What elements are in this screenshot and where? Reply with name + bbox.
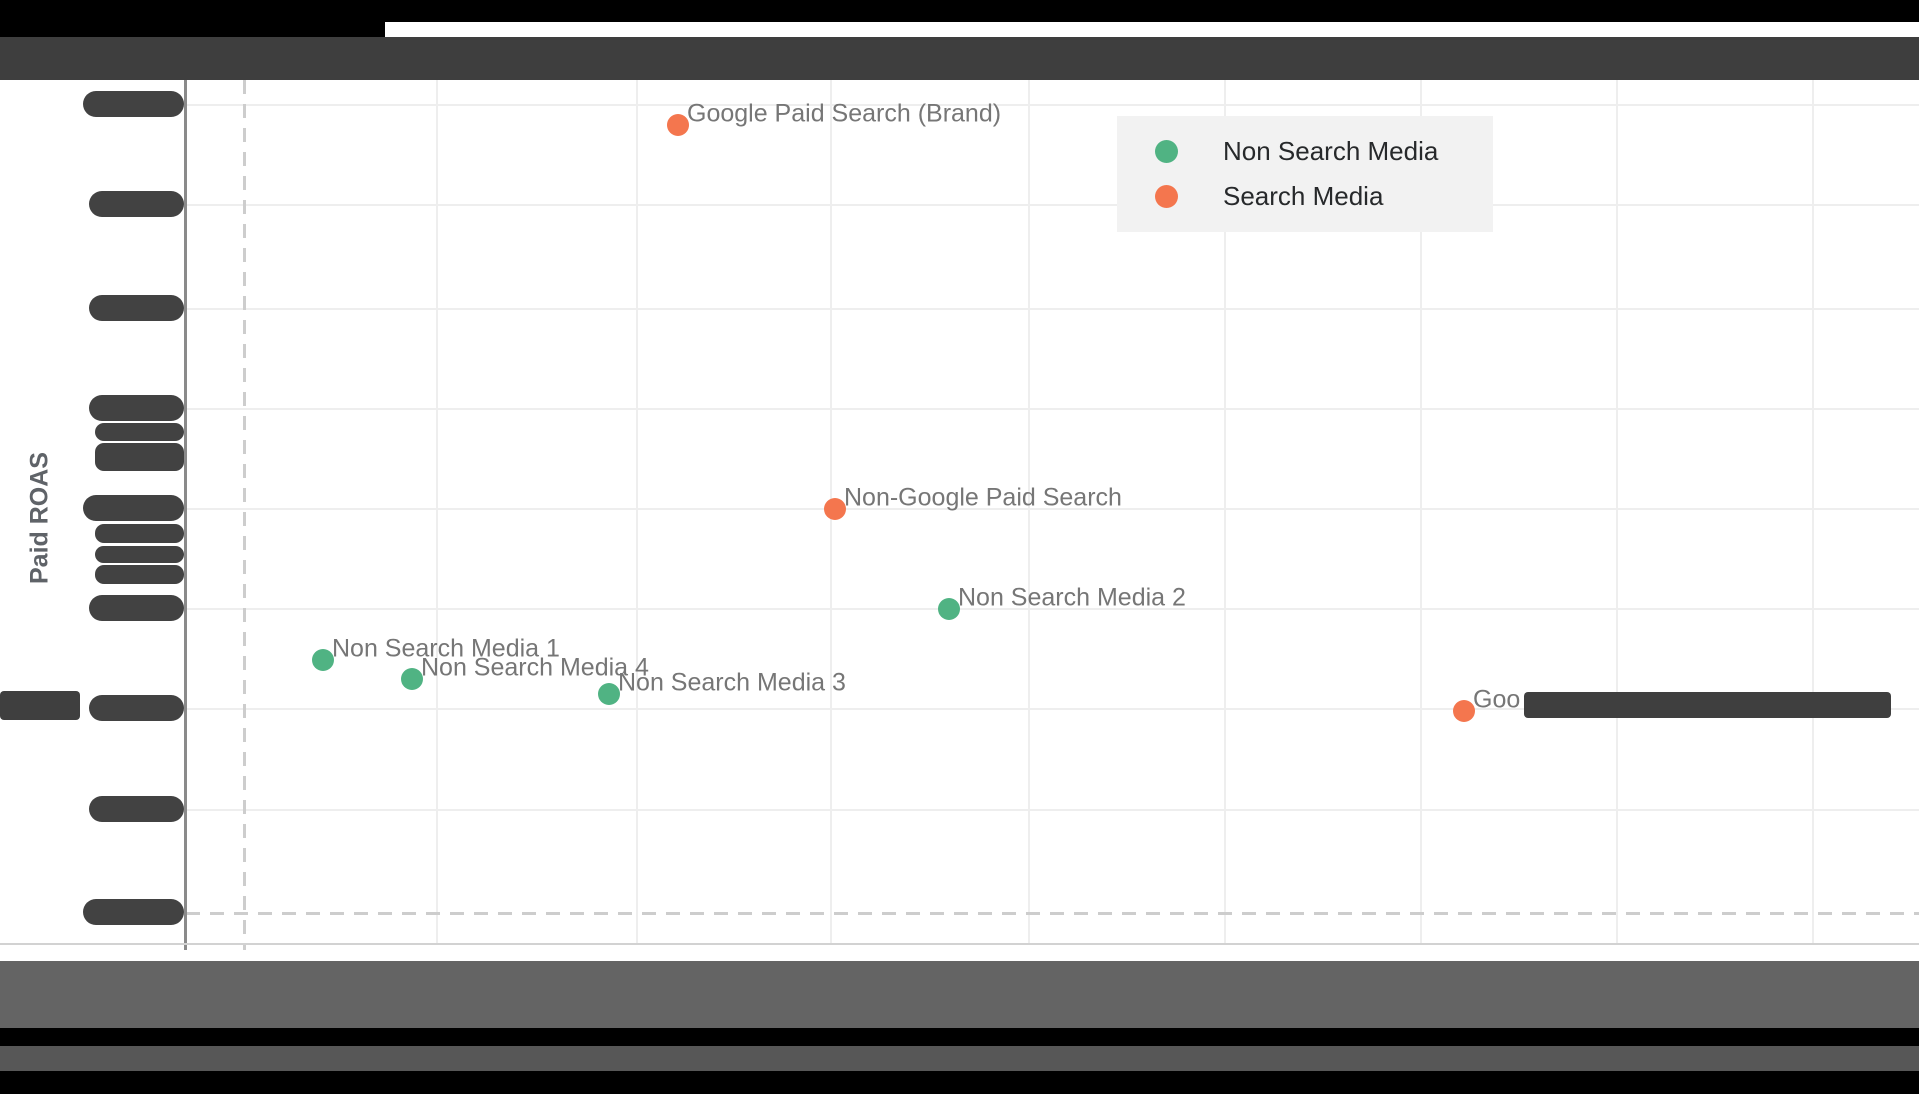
y-axis-text-redaction bbox=[95, 443, 184, 471]
scatter-point[interactable] bbox=[1453, 700, 1475, 722]
gridline-vertical bbox=[1616, 80, 1618, 943]
gridline-horizontal bbox=[186, 104, 1919, 106]
point-label-redaction bbox=[1524, 692, 1891, 718]
legend-swatch-non-search-media-icon bbox=[1155, 140, 1178, 163]
toolbar-redaction-bar bbox=[0, 37, 1919, 80]
window-title-redaction bbox=[0, 0, 385, 37]
scatter-point[interactable] bbox=[824, 498, 846, 520]
y-axis-title: Paid ROAS bbox=[25, 452, 54, 584]
gridline-vertical bbox=[636, 80, 638, 943]
scatter-point-label: Google Paid Search (Brand) bbox=[687, 99, 1002, 128]
y-tick-label-redaction bbox=[89, 191, 184, 217]
chart-legend: Non Search Media Search Media bbox=[1117, 116, 1493, 232]
gridline-vertical bbox=[1028, 80, 1030, 943]
y-tick-label-redaction bbox=[83, 495, 184, 521]
scatter-point-label: Non Search Media 1 bbox=[332, 634, 560, 663]
gridline-horizontal bbox=[186, 708, 1919, 710]
scatter-point-label: Non-Google Paid Search bbox=[844, 483, 1122, 512]
x-axis-labels-redaction bbox=[0, 961, 1919, 1028]
scatter-point-label: Non Search Media 3 bbox=[618, 668, 846, 697]
y-axis-text-redaction bbox=[95, 423, 184, 441]
scatter-point-label: Non Search Media 4 bbox=[421, 653, 649, 682]
gridline-horizontal bbox=[186, 809, 1919, 811]
bottom-black-bar bbox=[0, 1071, 1919, 1094]
scatter-point[interactable] bbox=[667, 114, 689, 136]
legend-label-search-media: Search Media bbox=[1223, 181, 1384, 211]
gridline-horizontal bbox=[186, 608, 1919, 610]
y-axis-text-redaction bbox=[95, 546, 184, 563]
y-tick-label-redaction bbox=[89, 595, 184, 621]
y-axis-text-redaction bbox=[95, 565, 184, 584]
footer-redaction-bar bbox=[0, 1046, 1919, 1071]
scatter-point[interactable] bbox=[938, 598, 960, 620]
legend-label-non-search-media: Non Search Media bbox=[1223, 136, 1439, 166]
legend-swatch-search-media-icon bbox=[1155, 185, 1178, 208]
y-tick-label-redaction bbox=[89, 796, 184, 822]
dashed-horizontal-reference-line bbox=[186, 912, 1919, 915]
y-tick-label-redaction bbox=[89, 295, 184, 321]
legend-item-non-search-media[interactable]: Non Search Media bbox=[1155, 136, 1493, 167]
y-axis-line bbox=[184, 80, 187, 950]
scatter-point-label: Goo bbox=[1473, 685, 1521, 714]
y-axis-text-redaction bbox=[95, 524, 184, 543]
scatter-point[interactable] bbox=[598, 683, 620, 705]
gridline-vertical bbox=[436, 80, 438, 943]
y-tick-label-redaction bbox=[83, 91, 184, 117]
scatter-point[interactable] bbox=[312, 649, 334, 671]
y-tick-label-redaction bbox=[89, 395, 184, 421]
gridline-vertical bbox=[1224, 80, 1226, 943]
bottom-black-strip bbox=[0, 1028, 1919, 1046]
gridline-horizontal bbox=[186, 508, 1919, 510]
scatter-point[interactable] bbox=[401, 668, 423, 690]
top-black-bar bbox=[0, 0, 1919, 22]
scatter-point-label: Non Search Media 2 bbox=[958, 583, 1186, 612]
gridline-vertical bbox=[1420, 80, 1422, 943]
y-tick-label-redaction bbox=[83, 899, 184, 925]
dashed-vertical-reference-line bbox=[243, 80, 246, 950]
gridline-vertical bbox=[1812, 80, 1814, 943]
y-tick-label-redaction bbox=[89, 695, 184, 721]
legend-item-search-media[interactable]: Search Media bbox=[1155, 181, 1493, 212]
left-edge-redaction bbox=[0, 691, 80, 720]
gridline-horizontal bbox=[186, 408, 1919, 410]
gridline-horizontal bbox=[186, 204, 1919, 206]
gridline-horizontal bbox=[186, 308, 1919, 310]
plot-bottom-border bbox=[0, 943, 1919, 945]
